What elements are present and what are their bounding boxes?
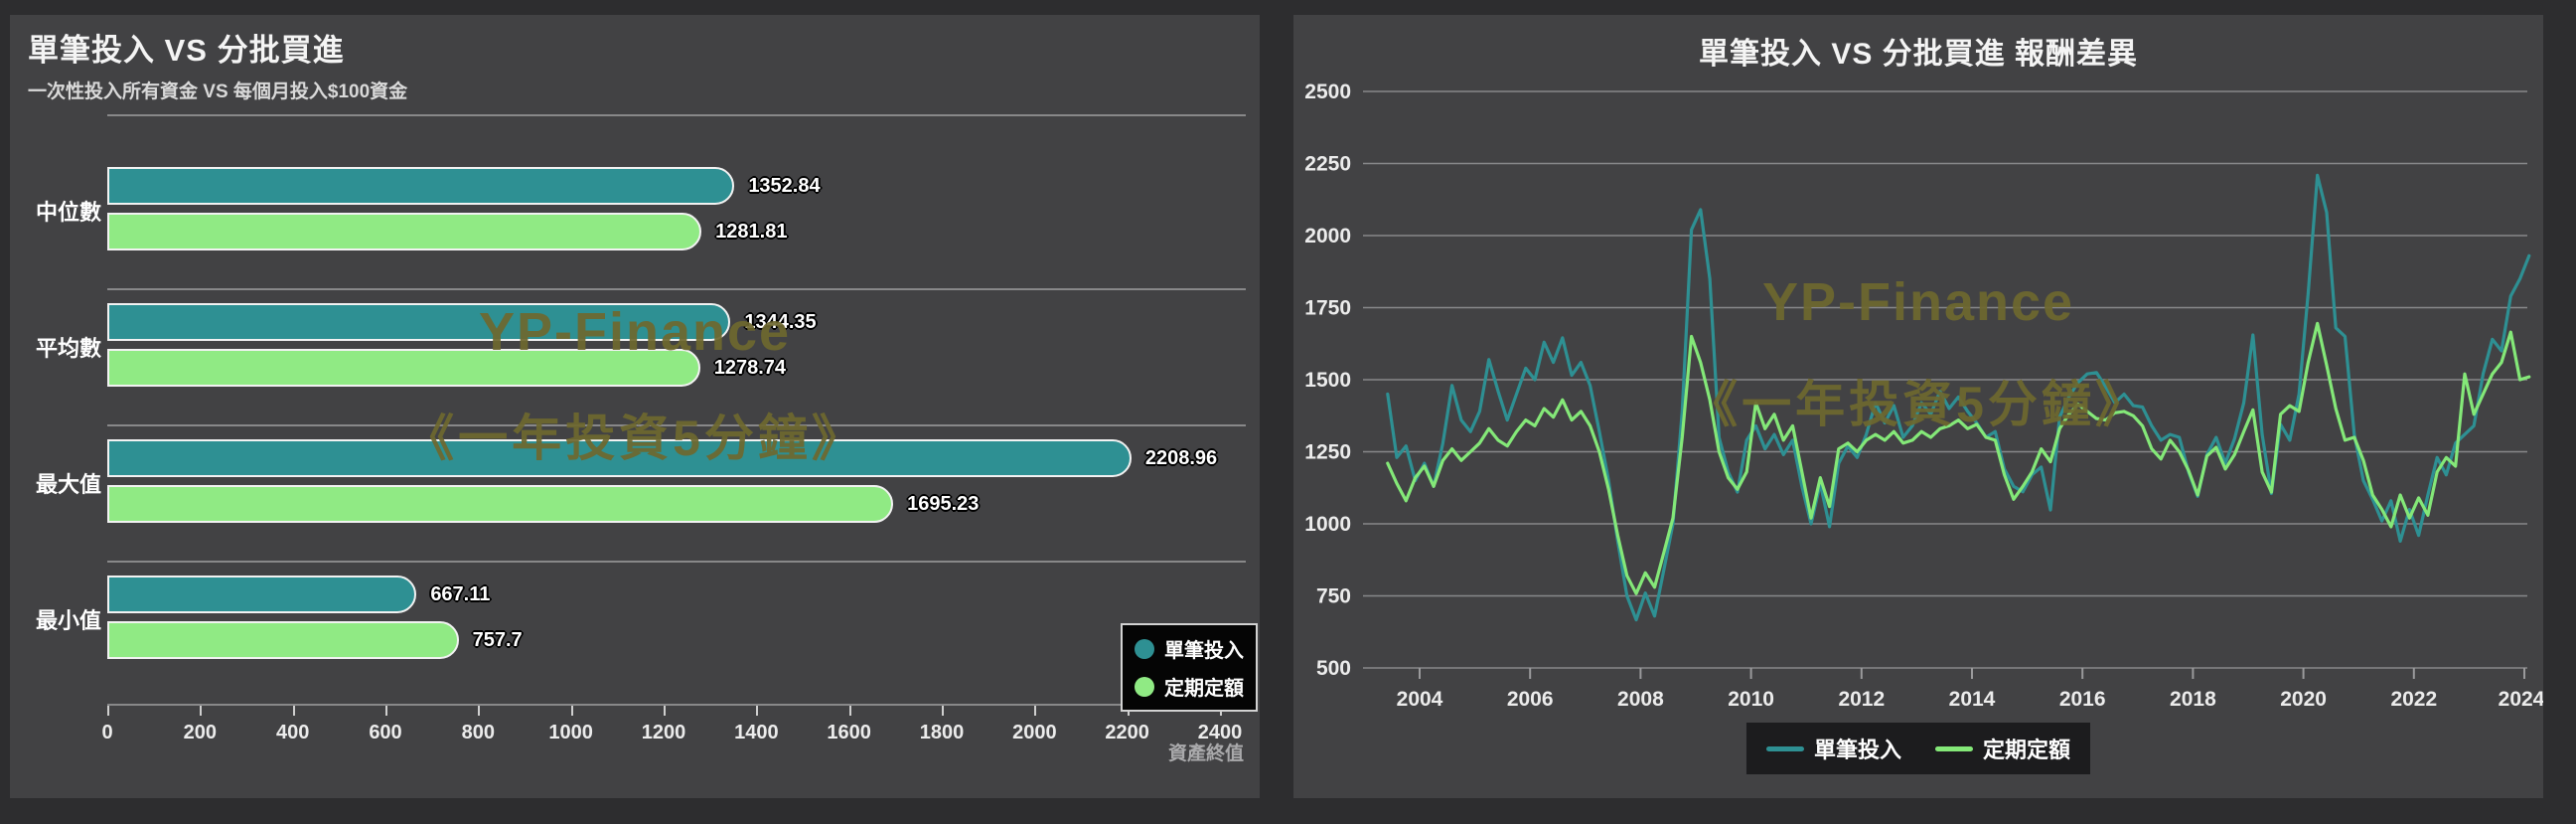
y-axis-tick-labels: 500 750 1000 1250 1500 1750 2000 2250 2500 <box>1304 81 1351 680</box>
x-axis-tick <box>756 706 759 716</box>
x-tick-label: 2014 <box>1949 688 1996 711</box>
x-axis-tick-label: 800 <box>461 722 496 743</box>
x-axis-tick-label: 1400 <box>734 722 779 743</box>
x-tick-label: 2004 <box>1397 688 1443 711</box>
x-axis-tick-label: 2400 <box>1197 722 1243 743</box>
category-separator <box>107 561 1246 563</box>
legend-item-lump-sum: 單筆投入 <box>1765 733 1901 764</box>
x-tick-label: 2022 <box>2390 688 2437 711</box>
x-axis-tick-label: 600 <box>369 722 402 743</box>
bar-value-label: 757.7 <box>472 629 523 651</box>
line-chart-panel: 單筆投入 VS 分批買進 報酬差異 500 750 1000 1250 1500 1750… <box>1293 15 2543 798</box>
gridlines <box>1363 90 2527 669</box>
y-tick-label: 500 <box>1316 657 1351 680</box>
bar-value-label: 1695.23 <box>907 493 980 515</box>
x-axis-tick <box>848 706 851 716</box>
bar-value-label: 1344.35 <box>744 311 817 333</box>
x-axis-tick-label: 1600 <box>827 722 871 743</box>
x-axis-title: 資產終值 <box>1167 743 1244 764</box>
line-定期定額 <box>1386 321 2531 595</box>
legend-item-lump-sum: 單筆投入 <box>1135 634 1244 663</box>
y-tick-label: 2500 <box>1304 81 1351 103</box>
x-axis-tick-label: 400 <box>275 722 310 743</box>
x-axis-line <box>107 704 1246 706</box>
x-tick-label: 2024 <box>2499 688 2543 711</box>
legend-label: 定期定額 <box>1164 678 1244 700</box>
x-tick-label: 2006 <box>1507 688 1554 711</box>
x-axis-tick <box>200 706 203 716</box>
data-series-lines <box>1386 173 2531 622</box>
x-axis-tick-label: 1000 <box>548 722 593 743</box>
x-axis-tick-label: 2000 <box>1012 722 1057 743</box>
bar-定期定額 <box>107 485 894 523</box>
bar-chart-title: 單筆投入 VS 分批買進 <box>28 33 345 68</box>
y-tick-label: 1000 <box>1304 513 1351 536</box>
bar-單筆投入 <box>107 167 735 205</box>
bar-value-label: 667.11 <box>430 583 491 605</box>
x-axis-tick <box>107 706 109 716</box>
x-axis-tick <box>385 706 387 716</box>
category-separator <box>107 424 1246 426</box>
dca-dot-icon <box>1135 676 1154 697</box>
bar-單筆投入 <box>107 576 417 613</box>
line-chart-title: 單筆投入 VS 分批買進 報酬差異 <box>1698 38 2139 71</box>
bar-value-label: 1281.81 <box>715 221 788 243</box>
x-tick-label: 2008 <box>1617 688 1664 711</box>
y-tick-label: 2000 <box>1304 225 1351 247</box>
bar-chart-legend: 單筆投入 定期定額 <box>1121 623 1258 712</box>
subtitle-divider <box>107 114 1246 116</box>
legend-label: 單筆投入 <box>1813 738 1901 762</box>
x-tick-label: 2016 <box>2059 688 2106 711</box>
legend-label: 定期定額 <box>1983 738 2071 762</box>
bar-定期定額 <box>107 213 702 250</box>
x-axis-tick <box>478 706 481 716</box>
legend-label: 單筆投入 <box>1164 640 1244 662</box>
legend-item-dca: 定期定額 <box>1135 672 1244 701</box>
category-separator <box>107 288 1246 290</box>
line-單筆投入 <box>1386 173 2531 622</box>
x-axis-tick-label: 2200 <box>1105 722 1149 743</box>
x-axis-tick-labels: 2004 2006 2008 2010 2012 2014 2016 2018 2020 2022… <box>1397 668 2543 711</box>
x-tick-label: 2018 <box>2170 688 2216 711</box>
x-axis-tick <box>570 706 573 716</box>
bar-chart-panel: 單筆投入 VS 分批買進 一次性投入所有資金 VS 每個月投入$100資金 中位… <box>10 15 1260 798</box>
dca-line-icon <box>1935 745 1973 751</box>
category-label: 最大值 <box>36 472 102 497</box>
x-tick-label: 2020 <box>2280 688 2327 711</box>
x-axis-tick-label: 200 <box>183 722 218 743</box>
y-tick-label: 2250 <box>1304 153 1351 176</box>
lump-sum-dot-icon <box>1135 638 1154 659</box>
legend-item-dca: 定期定額 <box>1935 733 2070 764</box>
y-tick-label: 1750 <box>1304 297 1351 320</box>
bar-chart-subtitle: 一次性投入所有資金 VS 每個月投入$100資金 <box>28 82 408 102</box>
bar-value-label: 1352.84 <box>748 175 821 197</box>
bar-定期定額 <box>107 349 700 387</box>
x-axis-tick-label: 1800 <box>919 722 965 743</box>
y-tick-label: 750 <box>1316 585 1351 608</box>
x-axis-tick <box>1034 706 1037 716</box>
category-label: 最小值 <box>36 608 102 633</box>
x-axis-tick <box>664 706 666 716</box>
y-tick-label: 1250 <box>1304 441 1351 464</box>
x-axis-tick-label: 1200 <box>641 722 686 743</box>
bar-value-label: 2208.96 <box>1144 447 1218 469</box>
y-tick-label: 1500 <box>1304 369 1351 392</box>
category-label: 平均數 <box>36 336 102 361</box>
x-tick-label: 2010 <box>1728 688 1774 711</box>
bar-定期定額 <box>107 621 459 659</box>
x-tick-label: 2012 <box>1838 688 1885 711</box>
bar-value-label: 1278.74 <box>713 357 787 379</box>
bar-單筆投入 <box>107 303 731 341</box>
x-axis-tick <box>292 706 295 716</box>
line-chart-legend: 單筆投入 定期定額 <box>1745 723 2091 774</box>
bar-單筆投入 <box>107 439 1132 477</box>
x-axis-tick <box>942 706 944 716</box>
x-axis-tick-label: 0 <box>101 722 113 743</box>
category-label: 中位數 <box>36 200 102 225</box>
lump-sum-line-icon <box>1765 745 1804 751</box>
